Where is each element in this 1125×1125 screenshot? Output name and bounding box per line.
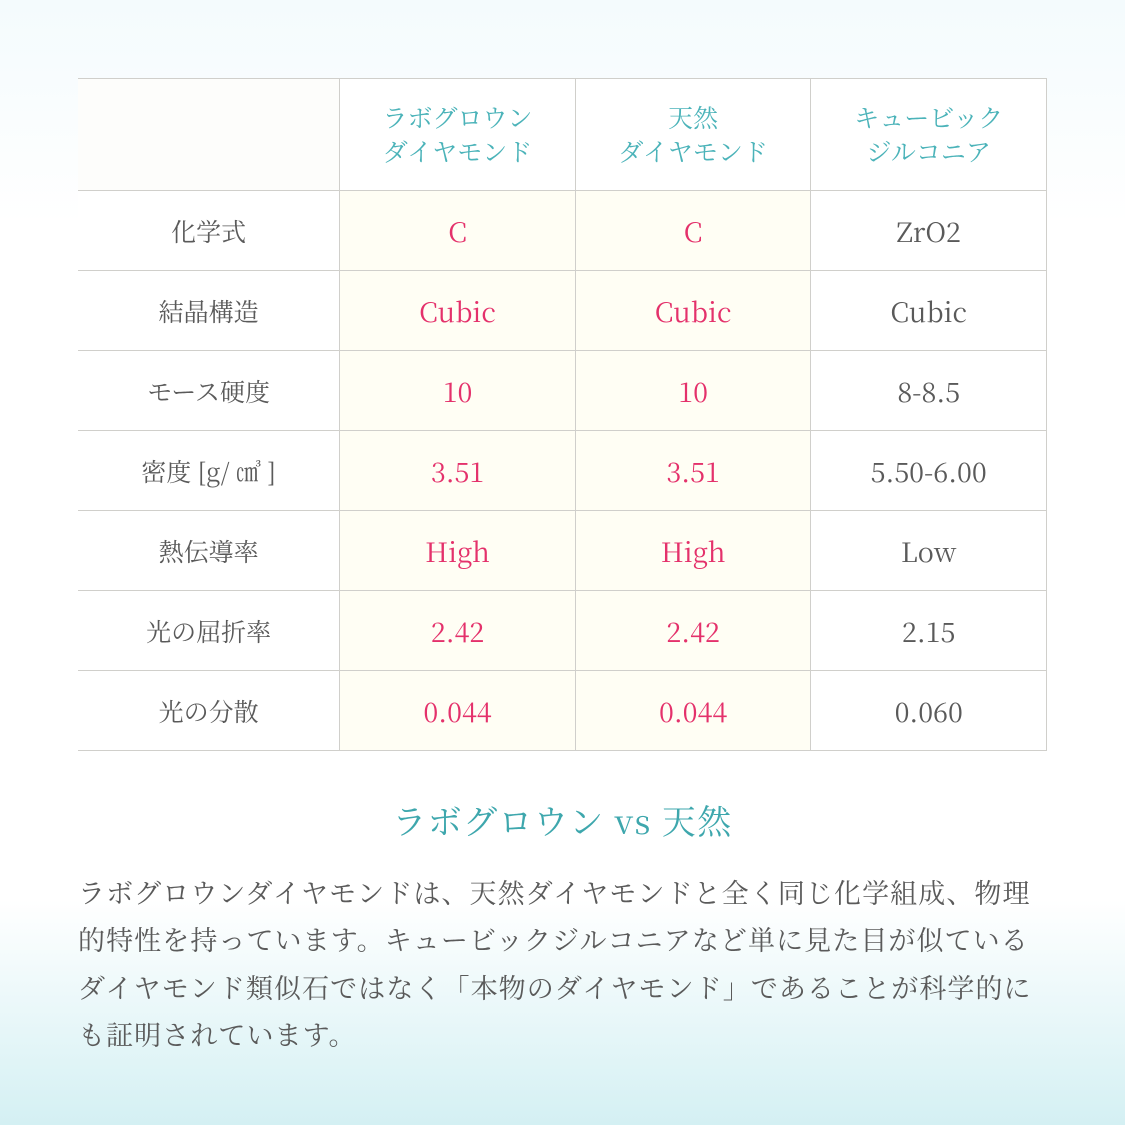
table-header-row: ラボグロウン ダイヤモンド 天然 ダイヤモンド キュービック ジルコニア [78,79,1047,191]
header-cz-line2: ジルコニア [811,135,1046,169]
header-blank [78,79,340,191]
row-label: モース硬度 [78,351,340,431]
table-row: 光の屈折率 2.42 2.42 2.15 [78,591,1047,671]
header-lab-line1: ラボグロウン [340,101,575,135]
cell-lab: High [340,511,576,591]
cell-cz: 8-8.5 [811,351,1047,431]
cell-lab: Cubic [340,271,576,351]
cell-nat: C [575,191,811,271]
cell-nat: 10 [575,351,811,431]
table-row: 光の分散 0.044 0.044 0.060 [78,671,1047,751]
row-label: 化学式 [78,191,340,271]
header-natural: 天然 ダイヤモンド [575,79,811,191]
comparison-table: ラボグロウン ダイヤモンド 天然 ダイヤモンド キュービック ジルコニア 化学式… [78,78,1047,751]
header-cz-line1: キュービック [811,101,1046,135]
cell-nat: 3.51 [575,431,811,511]
header-cz: キュービック ジルコニア [811,79,1047,191]
header-lab-grown: ラボグロウン ダイヤモンド [340,79,576,191]
table-row: 密度 [g/ ㎤ ] 3.51 3.51 5.50-6.00 [78,431,1047,511]
cell-lab: 2.42 [340,591,576,671]
cell-nat: High [575,511,811,591]
description-paragraph: ラボグロウンダイヤモンドは、天然ダイヤモンドと全く同じ化学組成、物理的特性を持っ… [78,868,1047,1057]
table-body: 化学式 C C ZrO2 結晶構造 Cubic Cubic Cubic モース硬… [78,191,1047,751]
row-label: 結晶構造 [78,271,340,351]
header-nat-line2: ダイヤモンド [576,135,811,169]
table-row: 結晶構造 Cubic Cubic Cubic [78,271,1047,351]
cell-cz: 5.50-6.00 [811,431,1047,511]
table-row: モース硬度 10 10 8-8.5 [78,351,1047,431]
header-lab-line2: ダイヤモンド [340,135,575,169]
cell-cz: Cubic [811,271,1047,351]
cell-cz: 2.15 [811,591,1047,671]
cell-nat: 2.42 [575,591,811,671]
cell-lab: 3.51 [340,431,576,511]
table-row: 熱伝導率 High High Low [78,511,1047,591]
cell-lab: 0.044 [340,671,576,751]
cell-nat: Cubic [575,271,811,351]
cell-nat: 0.044 [575,671,811,751]
section-heading: ラボグロウン vs 天然 [78,795,1047,844]
row-label: 密度 [g/ ㎤ ] [78,431,340,511]
cell-lab: 10 [340,351,576,431]
cell-cz: 0.060 [811,671,1047,751]
row-label: 光の屈折率 [78,591,340,671]
cell-cz: Low [811,511,1047,591]
row-label: 光の分散 [78,671,340,751]
table-row: 化学式 C C ZrO2 [78,191,1047,271]
cell-lab: C [340,191,576,271]
row-label: 熱伝導率 [78,511,340,591]
cell-cz: ZrO2 [811,191,1047,271]
header-nat-line1: 天然 [576,101,811,135]
